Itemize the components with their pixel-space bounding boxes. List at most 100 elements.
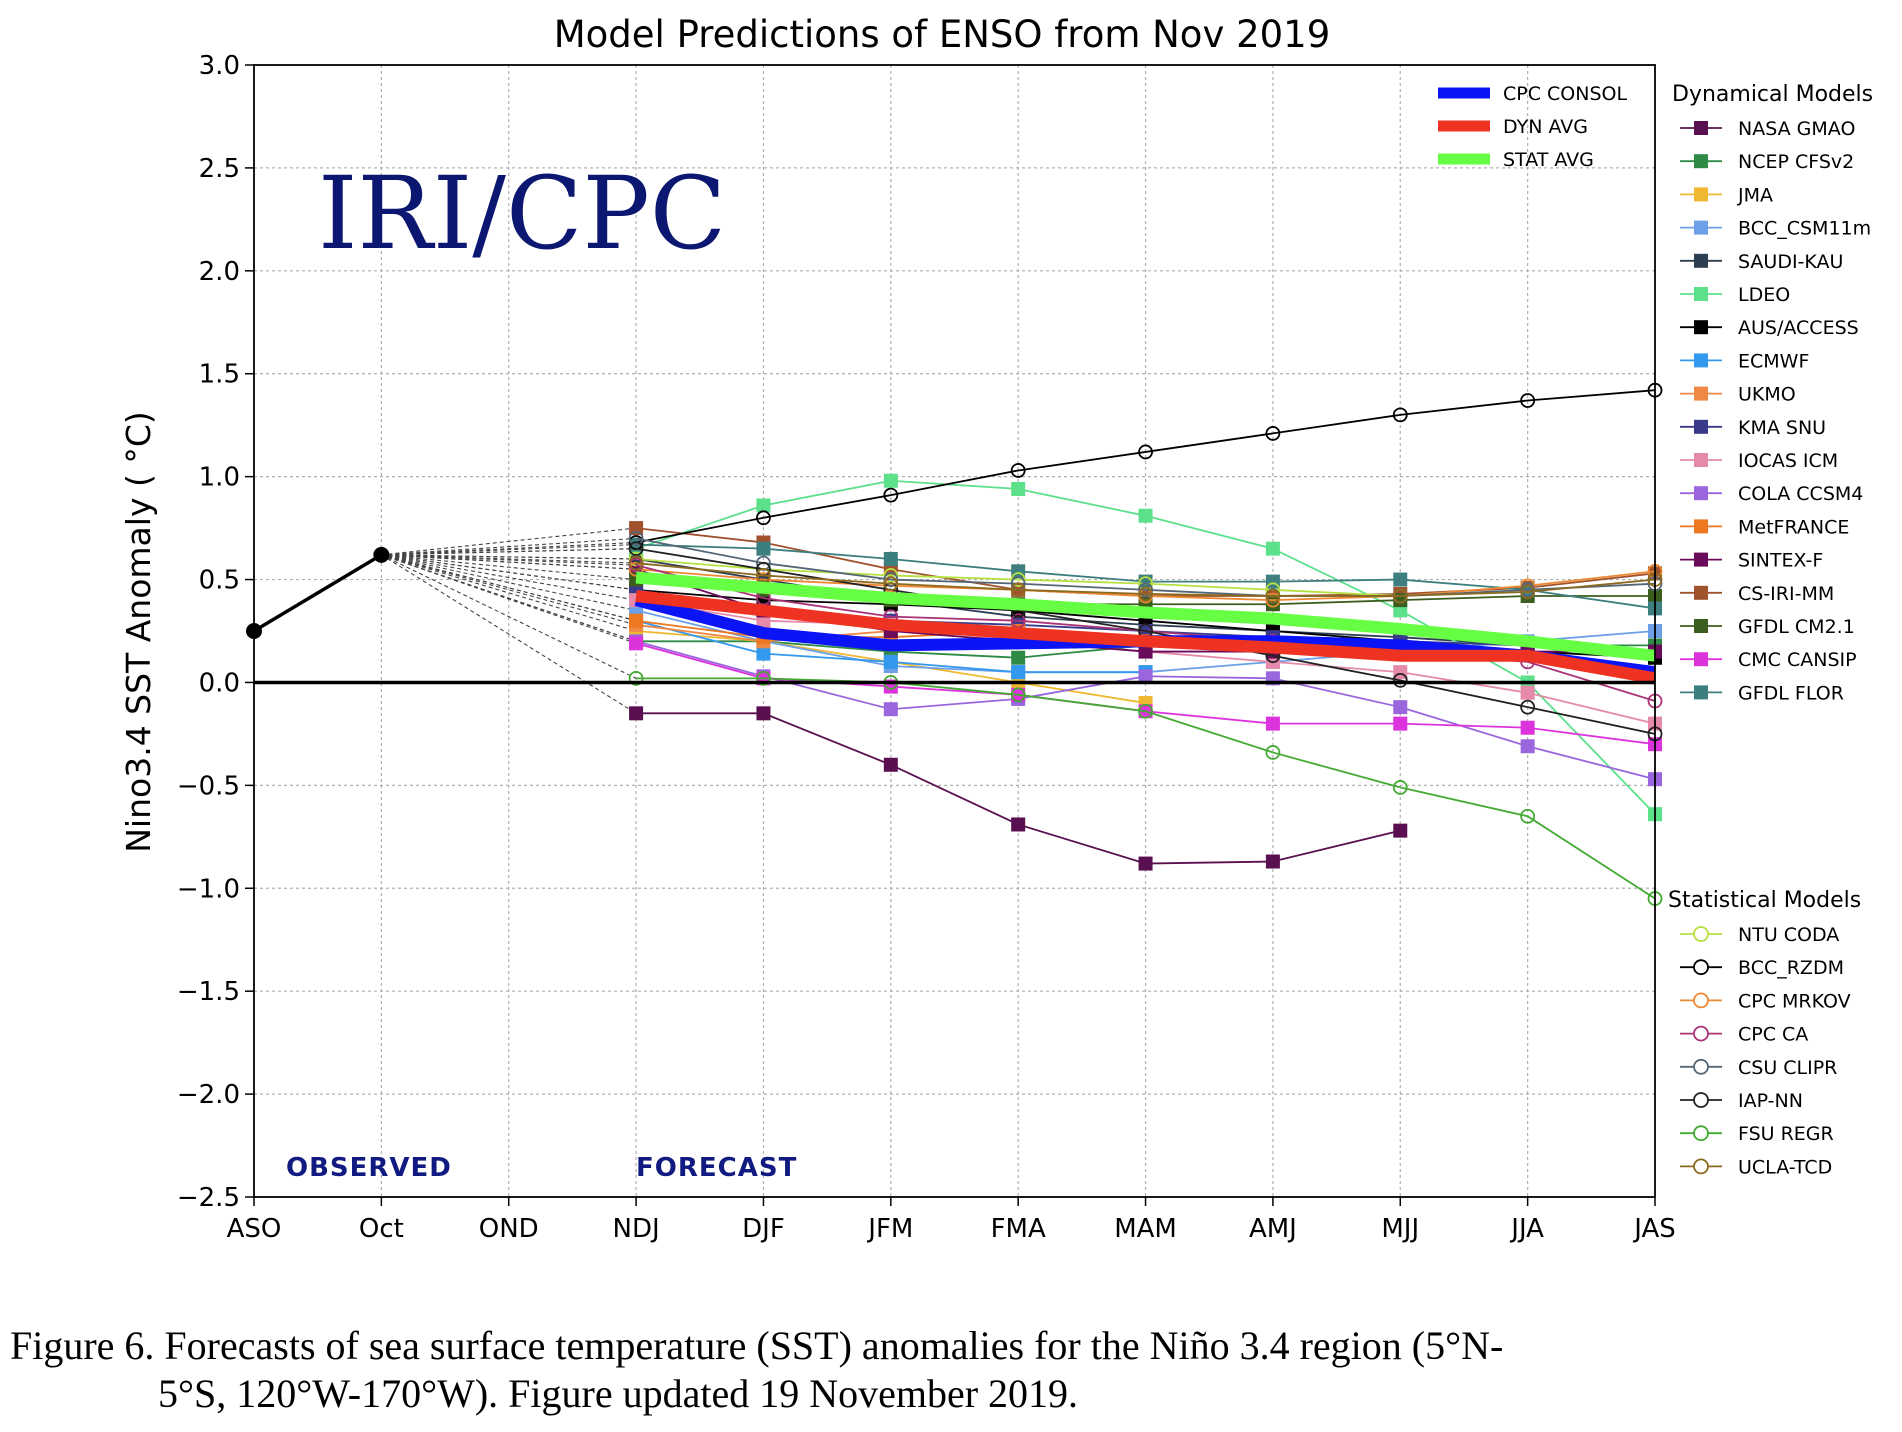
x-tick-label: OND <box>479 1214 539 1244</box>
connector-line <box>381 554 637 564</box>
connector-line <box>381 554 637 714</box>
legend-swatch-marker <box>1694 619 1708 633</box>
data-point <box>883 551 898 566</box>
x-tick-label: Oct <box>359 1214 404 1244</box>
series-line <box>636 562 1656 597</box>
legend-label: NCEP CFSv2 <box>1738 151 1854 173</box>
y-tick-label: 3.0 <box>199 51 240 81</box>
series-observed <box>253 553 383 633</box>
legend-swatch-marker <box>1694 386 1708 401</box>
data-point <box>756 541 771 556</box>
x-tick-label: JAS <box>1632 1214 1676 1244</box>
y-tick-label: 1.5 <box>199 360 240 390</box>
legend-swatch-marker <box>1693 959 1709 976</box>
y-tick-label: −2.5 <box>177 1183 240 1213</box>
legend-label: GFDL FLOR <box>1738 682 1844 704</box>
data-point <box>1392 672 1408 688</box>
series-ucla-tcd <box>628 555 1663 604</box>
legend-label: CSU CLIPR <box>1738 1057 1837 1079</box>
x-tick-label: AMJ <box>1249 1214 1297 1244</box>
data-point <box>756 498 771 513</box>
data-point <box>1520 584 1536 600</box>
data-point <box>628 670 644 686</box>
x-tick-label: DJF <box>742 1214 785 1244</box>
data-point <box>1010 687 1026 703</box>
legend-label: STAT AVG <box>1503 149 1594 171</box>
data-point <box>1138 508 1153 523</box>
connector-line <box>381 554 637 632</box>
legend-swatch-marker <box>1694 453 1708 467</box>
x-tick-label: FMA <box>991 1214 1046 1244</box>
legend-swatch-marker <box>1693 1158 1709 1175</box>
enso-forecast-chart: Model Predictions of ENSO from Nov 2019 … <box>119 13 1873 1244</box>
connector-line <box>381 554 637 622</box>
legend-swatch-marker <box>1693 992 1709 1009</box>
data-point <box>883 702 898 717</box>
legend-label: LDEO <box>1738 284 1790 306</box>
y-tick-label: 0.0 <box>199 668 240 698</box>
data-point <box>1138 703 1153 719</box>
legend-label: UCLA-TCD <box>1738 1156 1832 1178</box>
series-line <box>635 537 1656 597</box>
data-point <box>1265 592 1281 608</box>
connector-line <box>381 554 637 679</box>
data-point <box>1011 817 1026 832</box>
data-point <box>883 654 898 669</box>
chart-title: Model Predictions of ENSO from Nov 2019 <box>554 13 1331 56</box>
y-tick-label: 0.5 <box>199 566 240 596</box>
legend-swatch-marker <box>1694 652 1708 667</box>
connector-line <box>381 554 637 591</box>
data-point <box>1392 407 1408 423</box>
data-point <box>628 541 644 557</box>
data-point <box>883 473 898 488</box>
connector-line <box>381 554 637 642</box>
series-line <box>635 389 1656 544</box>
data-point <box>1520 720 1535 735</box>
series-layer <box>246 382 1663 906</box>
connector-line <box>381 554 637 570</box>
legend-swatch-marker <box>1694 154 1708 169</box>
data-point <box>1393 823 1408 838</box>
data-point <box>1393 700 1408 715</box>
data-point <box>1265 588 1281 604</box>
data-point <box>756 510 771 526</box>
legend-models: Dynamical Models NASA GMAO NCEP CFSv2 JMA BC… <box>1668 82 1873 1178</box>
x-tick-label: JJA <box>1509 1214 1544 1244</box>
data-point <box>1011 650 1026 665</box>
x-tick-label: MJJ <box>1381 1214 1419 1244</box>
figure-caption: Figure 6. Forecasts of sea surface tempe… <box>10 1322 1890 1418</box>
legend-swatch-marker <box>1694 486 1708 501</box>
data-point <box>1392 588 1408 604</box>
y-tick-label: −0.5 <box>177 771 240 801</box>
legend-label: KMA SNU <box>1738 417 1826 439</box>
legend-label: COLA CCSM4 <box>1738 483 1863 505</box>
data-point <box>1010 463 1026 478</box>
legend-label: ECMWF <box>1738 350 1809 372</box>
series-line <box>636 677 1656 900</box>
legend-label: SINTEX-F <box>1738 550 1823 572</box>
connector-line <box>381 554 637 611</box>
plot-border <box>253 64 1656 1198</box>
legend-label: NASA GMAO <box>1738 118 1855 140</box>
connector-line <box>381 554 637 581</box>
data-point <box>628 555 644 571</box>
legend-label: JMA <box>1737 184 1773 206</box>
legend-swatch-marker <box>1694 187 1708 202</box>
legend-swatch-marker <box>1693 1092 1709 1108</box>
data-point <box>1392 780 1408 795</box>
data-point <box>883 487 899 503</box>
legend-swatch-marker <box>1694 419 1708 434</box>
series-stat-avg <box>635 571 1656 662</box>
connector-line <box>381 537 637 556</box>
legend-label: IOCAS ICM <box>1738 450 1838 472</box>
connector-line <box>381 527 637 556</box>
connector-line <box>381 554 637 601</box>
connector-line <box>381 541 637 556</box>
x-tick-label: NDJ <box>613 1214 660 1244</box>
connector-line <box>381 548 637 556</box>
observed-annotation: OBSERVED <box>286 1153 452 1183</box>
caption-line-1: Figure 6. Forecasts of sea surface tempe… <box>10 1323 1504 1368</box>
data-point <box>1520 393 1536 408</box>
legend-label: CPC CONSOL <box>1503 83 1627 105</box>
legend-label: NTU CODA <box>1738 924 1839 946</box>
